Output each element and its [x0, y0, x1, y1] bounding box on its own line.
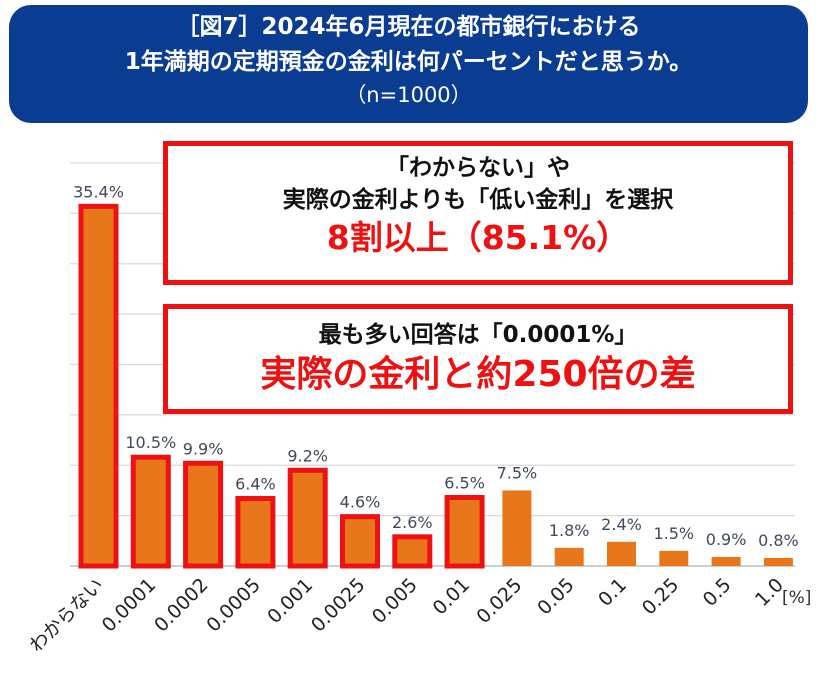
- data-label: 1.8%: [549, 521, 590, 540]
- bar-highlighted: [130, 454, 171, 569]
- data-label: 0.8%: [758, 531, 799, 550]
- unit-label: [%]: [782, 588, 812, 608]
- bar: [607, 541, 636, 566]
- x-tick-label: 0.5: [699, 574, 736, 611]
- bar-highlighted: [183, 460, 224, 569]
- bar: [554, 547, 584, 566]
- bar: [659, 550, 689, 566]
- x-tick-label: わからない: [25, 574, 108, 657]
- data-label: 2.6%: [392, 513, 433, 532]
- chart-title-line-2: 1年満期の定期預金の金利は何パーセントだと思うか。: [124, 49, 693, 75]
- callout-1-line-1: 「わからない」や: [386, 155, 570, 181]
- data-label: 10.5%: [125, 433, 176, 452]
- callout-2-highlight: 実際の金利と約250倍の差: [260, 354, 696, 395]
- x-tick-label: 0.0002: [150, 574, 213, 637]
- data-label: 1.5%: [653, 524, 694, 543]
- bar-highlighted: [444, 495, 485, 569]
- bar: [711, 556, 741, 566]
- callout-most-common-answer: 最も多い回答は「0.0001%」 実際の金利と約250倍の差: [163, 304, 793, 414]
- x-tick-label: 0.01: [429, 574, 474, 619]
- bar: [502, 490, 532, 566]
- data-label: 6.5%: [444, 474, 485, 493]
- x-tick-label: 0.1: [594, 574, 631, 611]
- bar-highlighted: [78, 203, 119, 569]
- x-tick-label: 0.005: [368, 574, 422, 628]
- x-tick-label: 0.0025: [307, 574, 370, 637]
- data-label: 9.2%: [287, 446, 328, 465]
- data-label: 6.4%: [235, 475, 276, 494]
- callout-2-line-1: 最も多い回答は「0.0001%」: [318, 322, 638, 348]
- bar: [763, 557, 793, 566]
- chart-title-line-1: ［図7］2024年6月現在の都市銀行における: [176, 14, 641, 40]
- bar-highlighted: [392, 534, 433, 569]
- data-label: 35.4%: [73, 182, 124, 201]
- bar-highlighted: [340, 514, 380, 569]
- data-label: 4.6%: [340, 493, 381, 512]
- x-tick-label: 0.25: [638, 574, 683, 619]
- chart-title-box: ［図7］2024年6月現在の都市銀行における 1年満期の定期預金の金利は何パーセ…: [9, 5, 808, 123]
- chart-sample-size: （n=1000）: [345, 83, 472, 107]
- bar-highlighted: [235, 496, 276, 569]
- data-label: 9.9%: [183, 439, 224, 458]
- callout-1-highlight: 8割以上（85.1%）: [326, 218, 630, 257]
- x-tick-label: 0.025: [472, 574, 526, 628]
- data-label: 2.4%: [601, 515, 642, 534]
- bar-highlighted: [287, 467, 328, 569]
- x-tick-label: 0.05: [533, 574, 578, 619]
- x-tick-label: 0.0001: [98, 574, 161, 637]
- callout-1-line-2: 実際の金利よりも「低い金利」を選択: [282, 187, 674, 213]
- data-label: 7.5%: [497, 463, 538, 482]
- data-label: 0.9%: [706, 530, 747, 549]
- x-tick-label: 0.0005: [202, 574, 265, 637]
- callout-low-rate-share: 「わからない」や 実際の金利よりも「低い金利」を選択 8割以上（85.1%）: [163, 141, 793, 285]
